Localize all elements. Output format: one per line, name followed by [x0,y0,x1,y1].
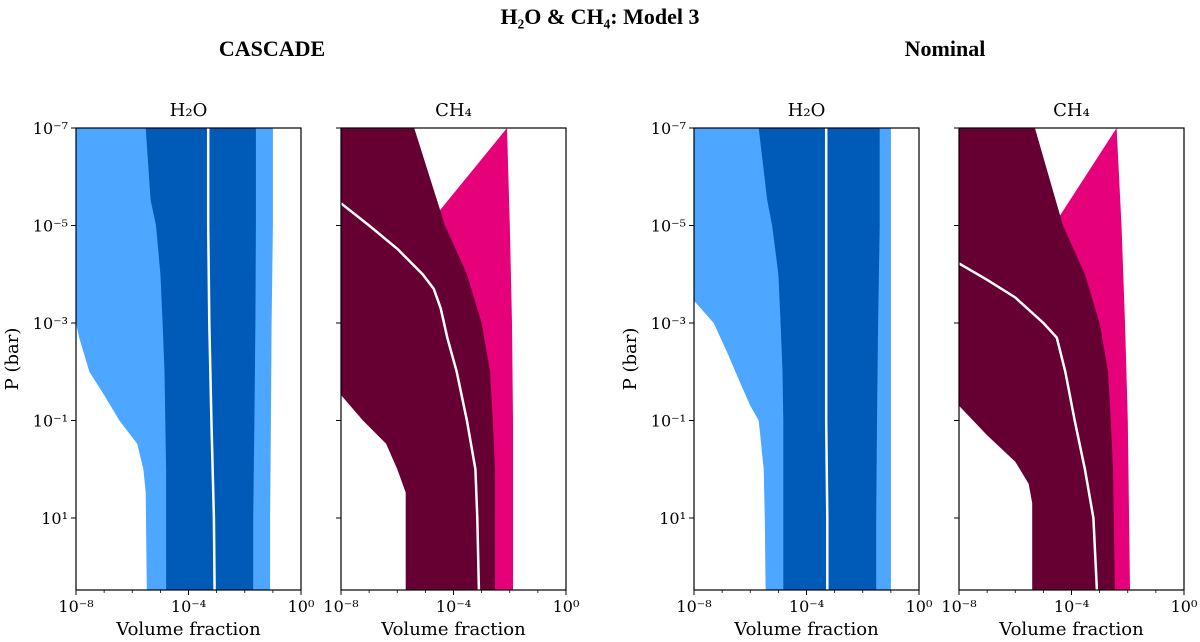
panel-title: CH₄ [435,100,472,121]
y-tick-label: 10⁻³ [651,314,686,333]
x-tick-label: 10⁰ [1171,597,1198,616]
y-tick-label: 10⁻⁵ [33,216,68,235]
band-inner [758,128,880,590]
y-axis-label: P (bar) [620,328,641,391]
x-axis-label: Volume fraction [115,619,261,640]
x-tick-label: 10⁻⁸ [323,597,358,616]
panel-nominal-ch4: 10⁻⁸ 10⁻⁴ 10⁰ CH₄ Volume fraction [941,100,1197,640]
y-tick-label: 10⁻¹ [33,411,68,430]
x-tick-label: 10⁻⁴ [789,597,824,616]
y-tick-label: 10¹ [659,509,686,528]
y-tick-label: 10⁻⁵ [651,216,686,235]
median-line [206,128,216,590]
y-tick-label: 10⁻⁷ [651,119,686,138]
x-axis-label: Volume fraction [733,619,879,640]
band-inner [959,128,1115,590]
panel-title: H₂O [788,100,826,121]
band-inner [341,128,495,590]
x-tick-label: 10⁻⁸ [58,597,93,616]
panel-nominal-h2o: 10⁻⁸ 10⁻⁴ 10⁰ 10⁻⁷ 10⁻⁵ 10⁻³ 10⁻¹ 10¹ H₂O Volume … [620,100,932,640]
median-line [824,128,829,590]
panel-cascade-ch4: 10⁻⁸ 10⁻⁴ 10⁰ CH₄ Volume fraction [323,100,579,640]
median-line [341,202,481,590]
panel-cascade-h2o: 10⁻⁸ 10⁻⁴ 10⁰ 10⁻⁷ 10⁻⁵ 10⁻³ 10⁻¹ 10¹ H₂O Volume … [2,100,314,640]
figure-title: H₂O & CH₄: Model 3 [501,4,700,29]
group-title-cascade: CASCADE [219,36,325,61]
x-axis-label: Volume fraction [998,619,1144,640]
y-tick-label: 10⁻³ [33,314,68,333]
x-tick-label: 10⁻⁴ [1054,597,1089,616]
y-tick-label: 10¹ [41,509,68,528]
x-tick-label: 10⁻⁸ [941,597,976,616]
y-tick-label: 10⁻¹ [651,411,686,430]
plot-area [959,128,1130,590]
x-tick-label: 10⁻⁸ [676,597,711,616]
group-title-nominal: Nominal [905,36,986,61]
x-axis-label: Volume fraction [380,619,526,640]
panel-title: H₂O [170,100,208,121]
x-tick-label: 10⁰ [553,597,580,616]
x-tick-label: 10⁰ [288,597,315,616]
median-line [959,262,1099,590]
x-tick-label: 10⁰ [906,597,933,616]
y-axis-label: P (bar) [2,328,23,391]
y-tick-label: 10⁻⁷ [33,119,68,138]
x-tick-label: 10⁻⁴ [171,597,206,616]
plot-area [76,128,273,590]
plot-area [341,128,513,590]
band-inner [145,128,256,590]
panel-title: CH₄ [1053,100,1090,121]
plot-area [694,128,891,590]
x-tick-label: 10⁻⁴ [436,597,471,616]
